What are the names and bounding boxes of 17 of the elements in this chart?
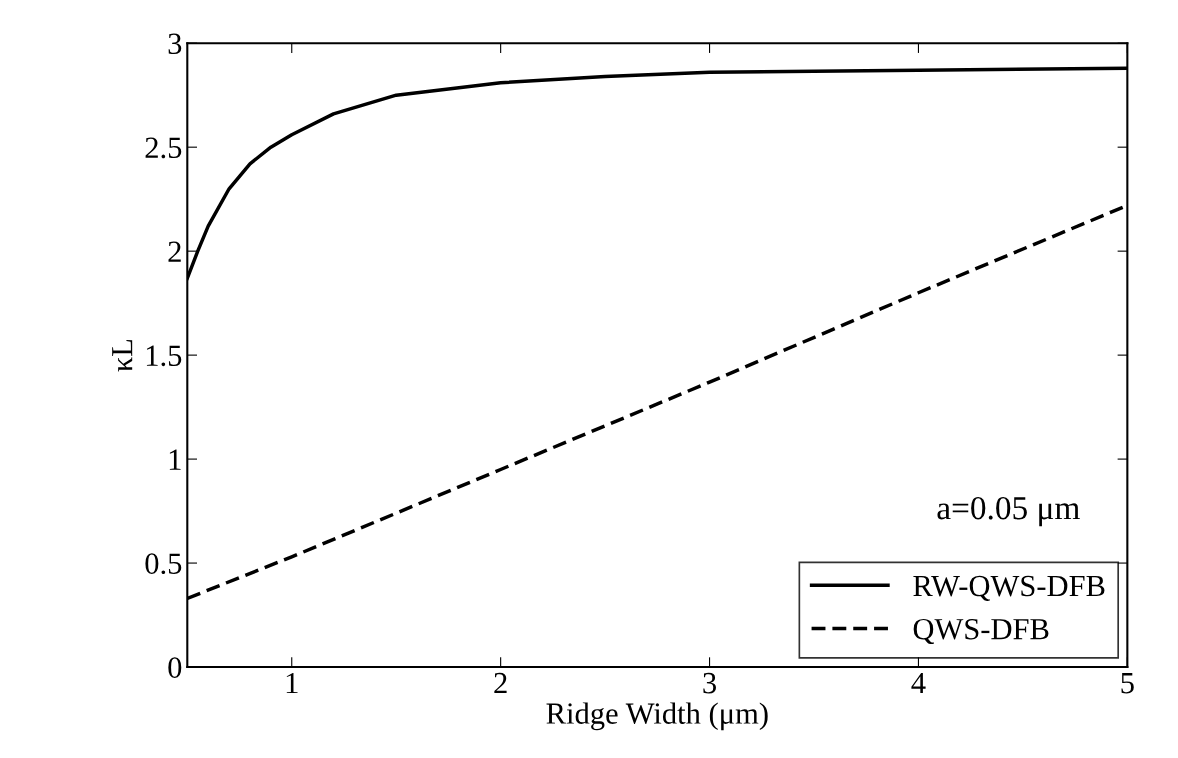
legend-label: QWS-DFB [913, 618, 1049, 645]
legend-label: RW-QWS-DFB [913, 575, 1105, 601]
y-axis-title: κL [112, 339, 133, 372]
y-tick-label: 1 [169, 449, 181, 470]
x-tick-label: 5 [1121, 673, 1134, 694]
y-tick-label: 3 [168, 33, 182, 55]
x-tick-label: 2 [494, 672, 507, 694]
x-axis-title: Ridge Width (μm) [546, 702, 768, 731]
x-tick-label: 1 [286, 672, 298, 694]
x-tick-label: 4 [911, 672, 926, 694]
y-tick-label: 2 [168, 241, 181, 262]
y-tick-label: 2.5 [145, 137, 182, 159]
y-tick-label: 0.5 [145, 553, 182, 575]
annotation: a=0.05 μm [937, 496, 1080, 527]
y-tick-label: 1.5 [146, 345, 182, 367]
x-tick-label: 3 [703, 672, 716, 694]
y-tick-label: 0 [168, 657, 182, 678]
